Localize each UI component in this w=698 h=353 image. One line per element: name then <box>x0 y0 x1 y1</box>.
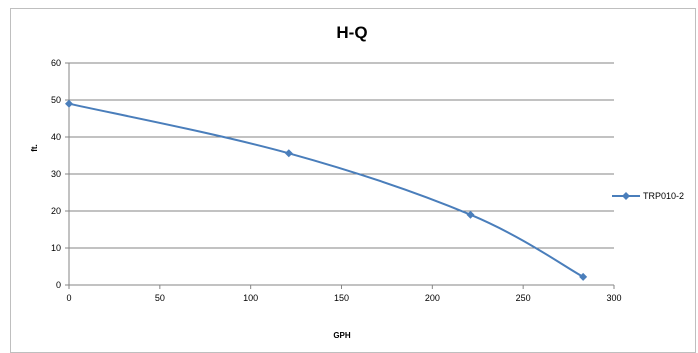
x-tick-label: 300 <box>606 293 621 303</box>
y-tick-label: 30 <box>51 169 61 179</box>
y-tick-label: 0 <box>56 280 61 290</box>
y-tick-label: 60 <box>51 58 61 68</box>
line-chart: H-Q 0 10 20 30 40 50 60 0 50 100 150 200 250 300 GPH… <box>30 23 684 340</box>
x-tick-label: 200 <box>425 293 440 303</box>
x-tick-label: 250 <box>516 293 531 303</box>
data-point-marker-2 <box>466 210 475 219</box>
y-tick-label: 40 <box>51 132 61 142</box>
x-tick-label: 0 <box>66 293 71 303</box>
gridlines <box>69 62 614 249</box>
x-tick-label: 150 <box>334 293 349 303</box>
x-tick-label: 50 <box>155 293 165 303</box>
y-tick-label: 20 <box>51 206 61 216</box>
series-line-0 <box>68 102 584 278</box>
legend: TRP010-2 <box>612 191 684 201</box>
x-axis-ticks: 0 50 100 150 200 250 300 <box>66 285 622 303</box>
legend-series-marker <box>622 192 630 200</box>
x-tick-label: 100 <box>243 293 258 303</box>
data-point-marker-1 <box>284 149 293 158</box>
y-tick-label: 50 <box>51 95 61 105</box>
data-point-marker-0 <box>65 99 73 108</box>
legend-series-label: TRP010-2 <box>643 191 684 201</box>
y-axis-label: ft. <box>30 144 39 152</box>
chart-frame <box>10 8 696 353</box>
y-tick-label: 10 <box>51 243 61 253</box>
series-layer <box>65 99 588 281</box>
chart-title: H-Q <box>336 23 367 42</box>
x-axis-label: GPH <box>333 331 351 340</box>
data-point-marker-3 <box>579 272 588 281</box>
y-axis-ticks: 0 10 20 30 40 50 60 <box>51 58 69 290</box>
